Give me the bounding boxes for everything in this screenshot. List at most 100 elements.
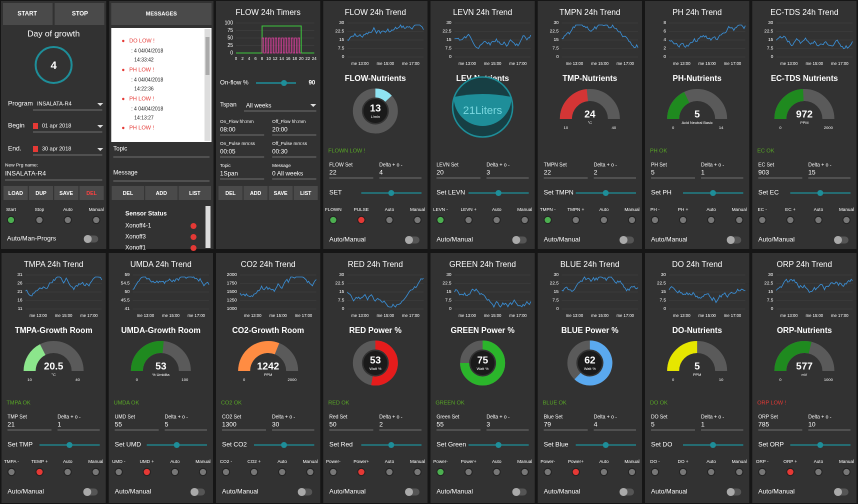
switch-led[interactable] (650, 467, 660, 477)
slider-knob[interactable] (602, 442, 609, 448)
switch-led[interactable] (543, 467, 552, 477)
switch-led[interactable] (329, 467, 338, 477)
slider-knob[interactable] (388, 190, 395, 196)
switch-led[interactable] (413, 215, 422, 225)
switch-led[interactable] (735, 215, 744, 225)
slider-knob[interactable] (66, 442, 73, 448)
button[interactable] (3, 186, 28, 200)
switch-led[interactable] (599, 215, 609, 225)
switch-led[interactable] (520, 467, 529, 477)
switch-led[interactable] (7, 467, 16, 477)
button[interactable] (145, 186, 178, 200)
switch-led[interactable] (758, 467, 767, 477)
switch-led[interactable] (63, 467, 72, 477)
switch-led[interactable] (436, 467, 445, 477)
switch-led[interactable] (329, 215, 338, 225)
slider-knob[interactable] (817, 190, 824, 196)
slider-knob[interactable] (710, 190, 716, 196)
switch-led[interactable] (758, 215, 767, 225)
dropdown-arrow[interactable] (310, 104, 317, 107)
slider-knob[interactable] (388, 442, 395, 448)
switch-led[interactable] (735, 467, 744, 477)
switch-led[interactable] (63, 215, 72, 225)
switch-led[interactable] (114, 467, 123, 477)
switch-led[interactable] (464, 467, 473, 477)
switch-led[interactable] (142, 467, 151, 477)
switch-led[interactable] (543, 215, 552, 225)
slider-knob[interactable] (495, 190, 502, 196)
slider-knob[interactable] (281, 80, 287, 86)
switch-led[interactable] (842, 467, 851, 477)
y-tick-label: 7.5 (338, 298, 345, 303)
button[interactable] (178, 186, 211, 200)
slider-knob[interactable] (602, 190, 609, 196)
switch-led[interactable] (627, 467, 637, 477)
switch-led[interactable] (35, 215, 44, 225)
switch-led[interactable] (464, 215, 473, 225)
slider-knob[interactable] (281, 442, 287, 448)
switch-led[interactable] (413, 467, 422, 477)
switch-led[interactable] (599, 467, 609, 477)
switch-label: Auto (814, 207, 824, 212)
switch-led[interactable] (707, 215, 716, 225)
switch-led[interactable] (306, 467, 315, 477)
slider-knob[interactable] (495, 442, 502, 448)
switch-led[interactable] (92, 215, 101, 225)
switch-led[interactable] (385, 215, 394, 225)
slider-knob[interactable] (817, 442, 824, 448)
switch-led[interactable] (814, 467, 823, 477)
switch-label: ORP - (756, 459, 769, 464)
switch-led[interactable] (786, 215, 795, 225)
button[interactable] (79, 186, 104, 200)
switch-led[interactable] (786, 467, 795, 477)
switch-led[interactable] (198, 467, 208, 477)
button[interactable] (28, 186, 54, 200)
switch-led[interactable] (492, 215, 501, 225)
slider-label: Set ORP (758, 442, 784, 449)
switch-led[interactable] (357, 467, 366, 477)
switch-led[interactable] (385, 467, 394, 477)
switch-led[interactable] (170, 467, 180, 477)
button[interactable] (54, 186, 79, 200)
switch-led[interactable] (627, 215, 637, 225)
switch-led[interactable] (221, 467, 231, 477)
switch-led[interactable] (436, 215, 445, 225)
dropdown-arrow[interactable] (97, 103, 104, 106)
switch-led[interactable] (842, 215, 851, 225)
switch-led[interactable] (6, 215, 16, 225)
switch-led[interactable] (520, 215, 529, 225)
button[interactable] (3, 3, 53, 25)
switch-led[interactable] (91, 467, 100, 477)
gauge-min: 0 (136, 377, 139, 382)
button-label: DEL (123, 191, 134, 197)
switch-led[interactable] (492, 467, 501, 477)
button[interactable] (218, 186, 243, 200)
slider-knob[interactable] (173, 442, 180, 448)
message-detail: : 4 04/04/2018 (131, 77, 163, 83)
switch-led[interactable] (571, 467, 580, 477)
button[interactable] (268, 186, 293, 200)
trend-title: LEVN 24h Trend (453, 8, 512, 17)
switch-led[interactable] (678, 215, 688, 225)
button[interactable] (54, 3, 105, 25)
button[interactable] (293, 186, 318, 200)
y-tick-label: 15 (339, 37, 345, 42)
switch-led[interactable] (650, 215, 660, 225)
switch-led[interactable] (571, 215, 580, 225)
switch-led[interactable] (814, 215, 823, 225)
x-tick-label: me 17:00 (724, 313, 742, 318)
button[interactable] (111, 186, 145, 200)
slider-knob[interactable] (710, 442, 716, 448)
switch-led[interactable] (357, 215, 366, 225)
dropdown-arrow[interactable] (97, 148, 104, 151)
switch-label: TMPA - (4, 459, 19, 464)
switch-led[interactable] (249, 467, 259, 477)
dropdown-arrow[interactable] (97, 125, 104, 128)
switch-led[interactable] (707, 467, 716, 477)
switch-led[interactable] (35, 467, 44, 477)
switch-led[interactable] (278, 467, 287, 477)
button[interactable] (243, 186, 268, 200)
switch-led[interactable] (678, 467, 688, 477)
switch-label: LEVN - (433, 207, 448, 212)
donut-value: 13 (370, 104, 382, 115)
